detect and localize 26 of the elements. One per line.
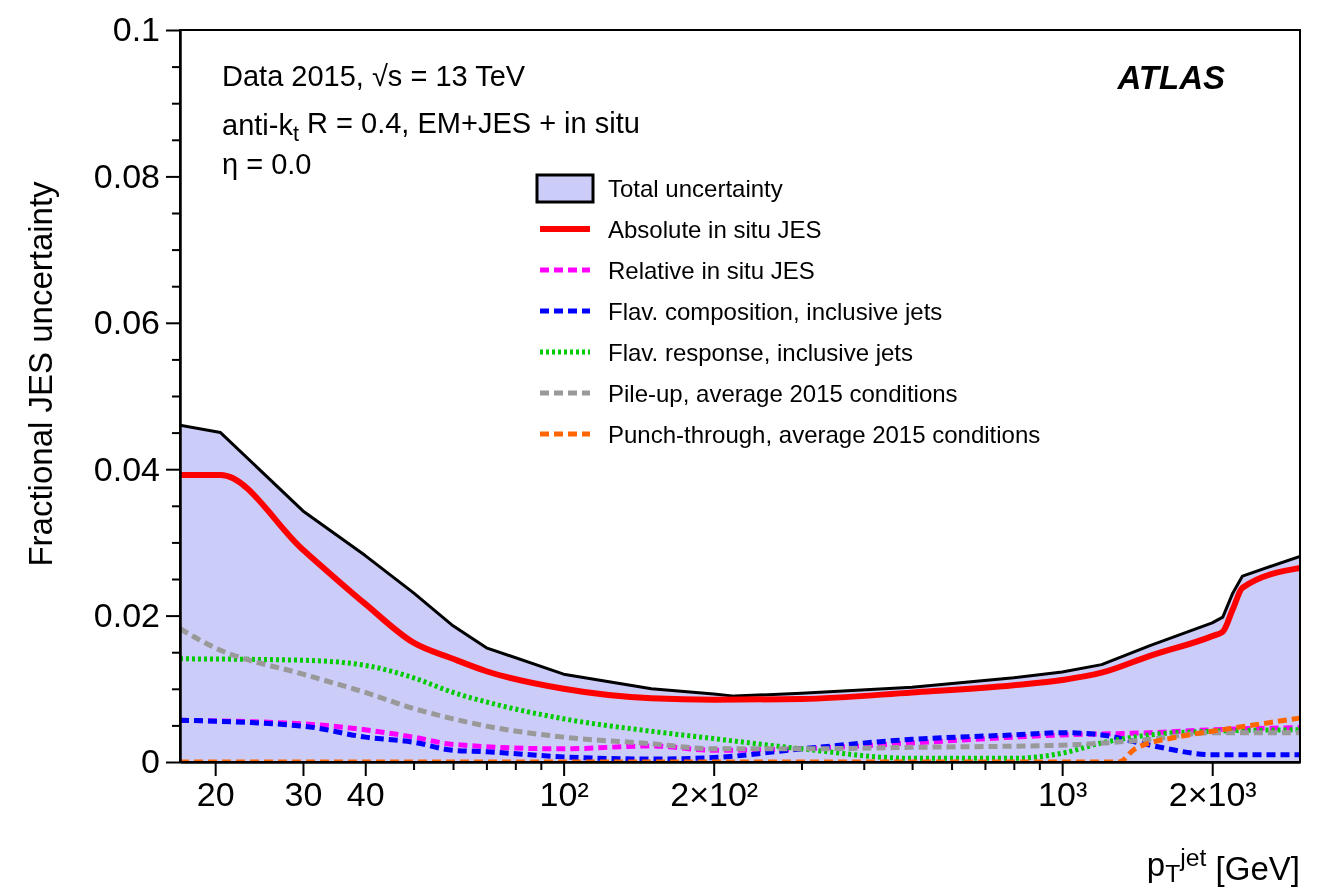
y-tick-label: 0.02 bbox=[93, 595, 160, 634]
x-tick-label: 20 bbox=[196, 775, 235, 814]
y-axis-title: Fractional JES uncertainty bbox=[22, 180, 59, 567]
x-tick-label: 30 bbox=[284, 775, 323, 814]
legend-label: Pile-up, average 2015 conditions bbox=[608, 380, 958, 407]
annotation: η = 0.0 bbox=[222, 148, 312, 180]
y-tick-label: 0 bbox=[141, 742, 160, 781]
legend-label: Relative in situ JES bbox=[608, 257, 815, 284]
legend-label: Flav. composition, inclusive jets bbox=[608, 298, 943, 325]
y-tick-label: 0.04 bbox=[93, 449, 160, 488]
y-tick-label: 0.06 bbox=[93, 303, 160, 342]
y-tick-label: 0.1 bbox=[112, 10, 160, 49]
x-tick-label: 2×10³ bbox=[1168, 775, 1257, 814]
legend-label: Punch-through, average 2015 conditions bbox=[608, 421, 1041, 448]
legend-label: Flav. response, inclusive jets bbox=[608, 339, 914, 366]
annotation: anti-k$_{t}$ R = 0.4, EM+JES + in situ bbox=[222, 107, 640, 146]
x-tick-label: 10² bbox=[539, 775, 589, 814]
x-axis-title: p$_{T}$$^{jet}$ [GeV] bbox=[1146, 844, 1300, 888]
x-tick-label: 40 bbox=[346, 775, 385, 814]
annotation: Data 2015, √s = 13 TeV bbox=[222, 60, 526, 92]
legend-label: Total uncertainty bbox=[608, 175, 783, 202]
x-tick-label: 10³ bbox=[1038, 775, 1088, 814]
y-tick-label: 0.08 bbox=[93, 156, 160, 195]
annotation: ATLAS bbox=[1116, 59, 1225, 96]
legend-label: Absolute in situ JES bbox=[608, 216, 822, 243]
x-tick-label: 2×10² bbox=[670, 775, 759, 814]
